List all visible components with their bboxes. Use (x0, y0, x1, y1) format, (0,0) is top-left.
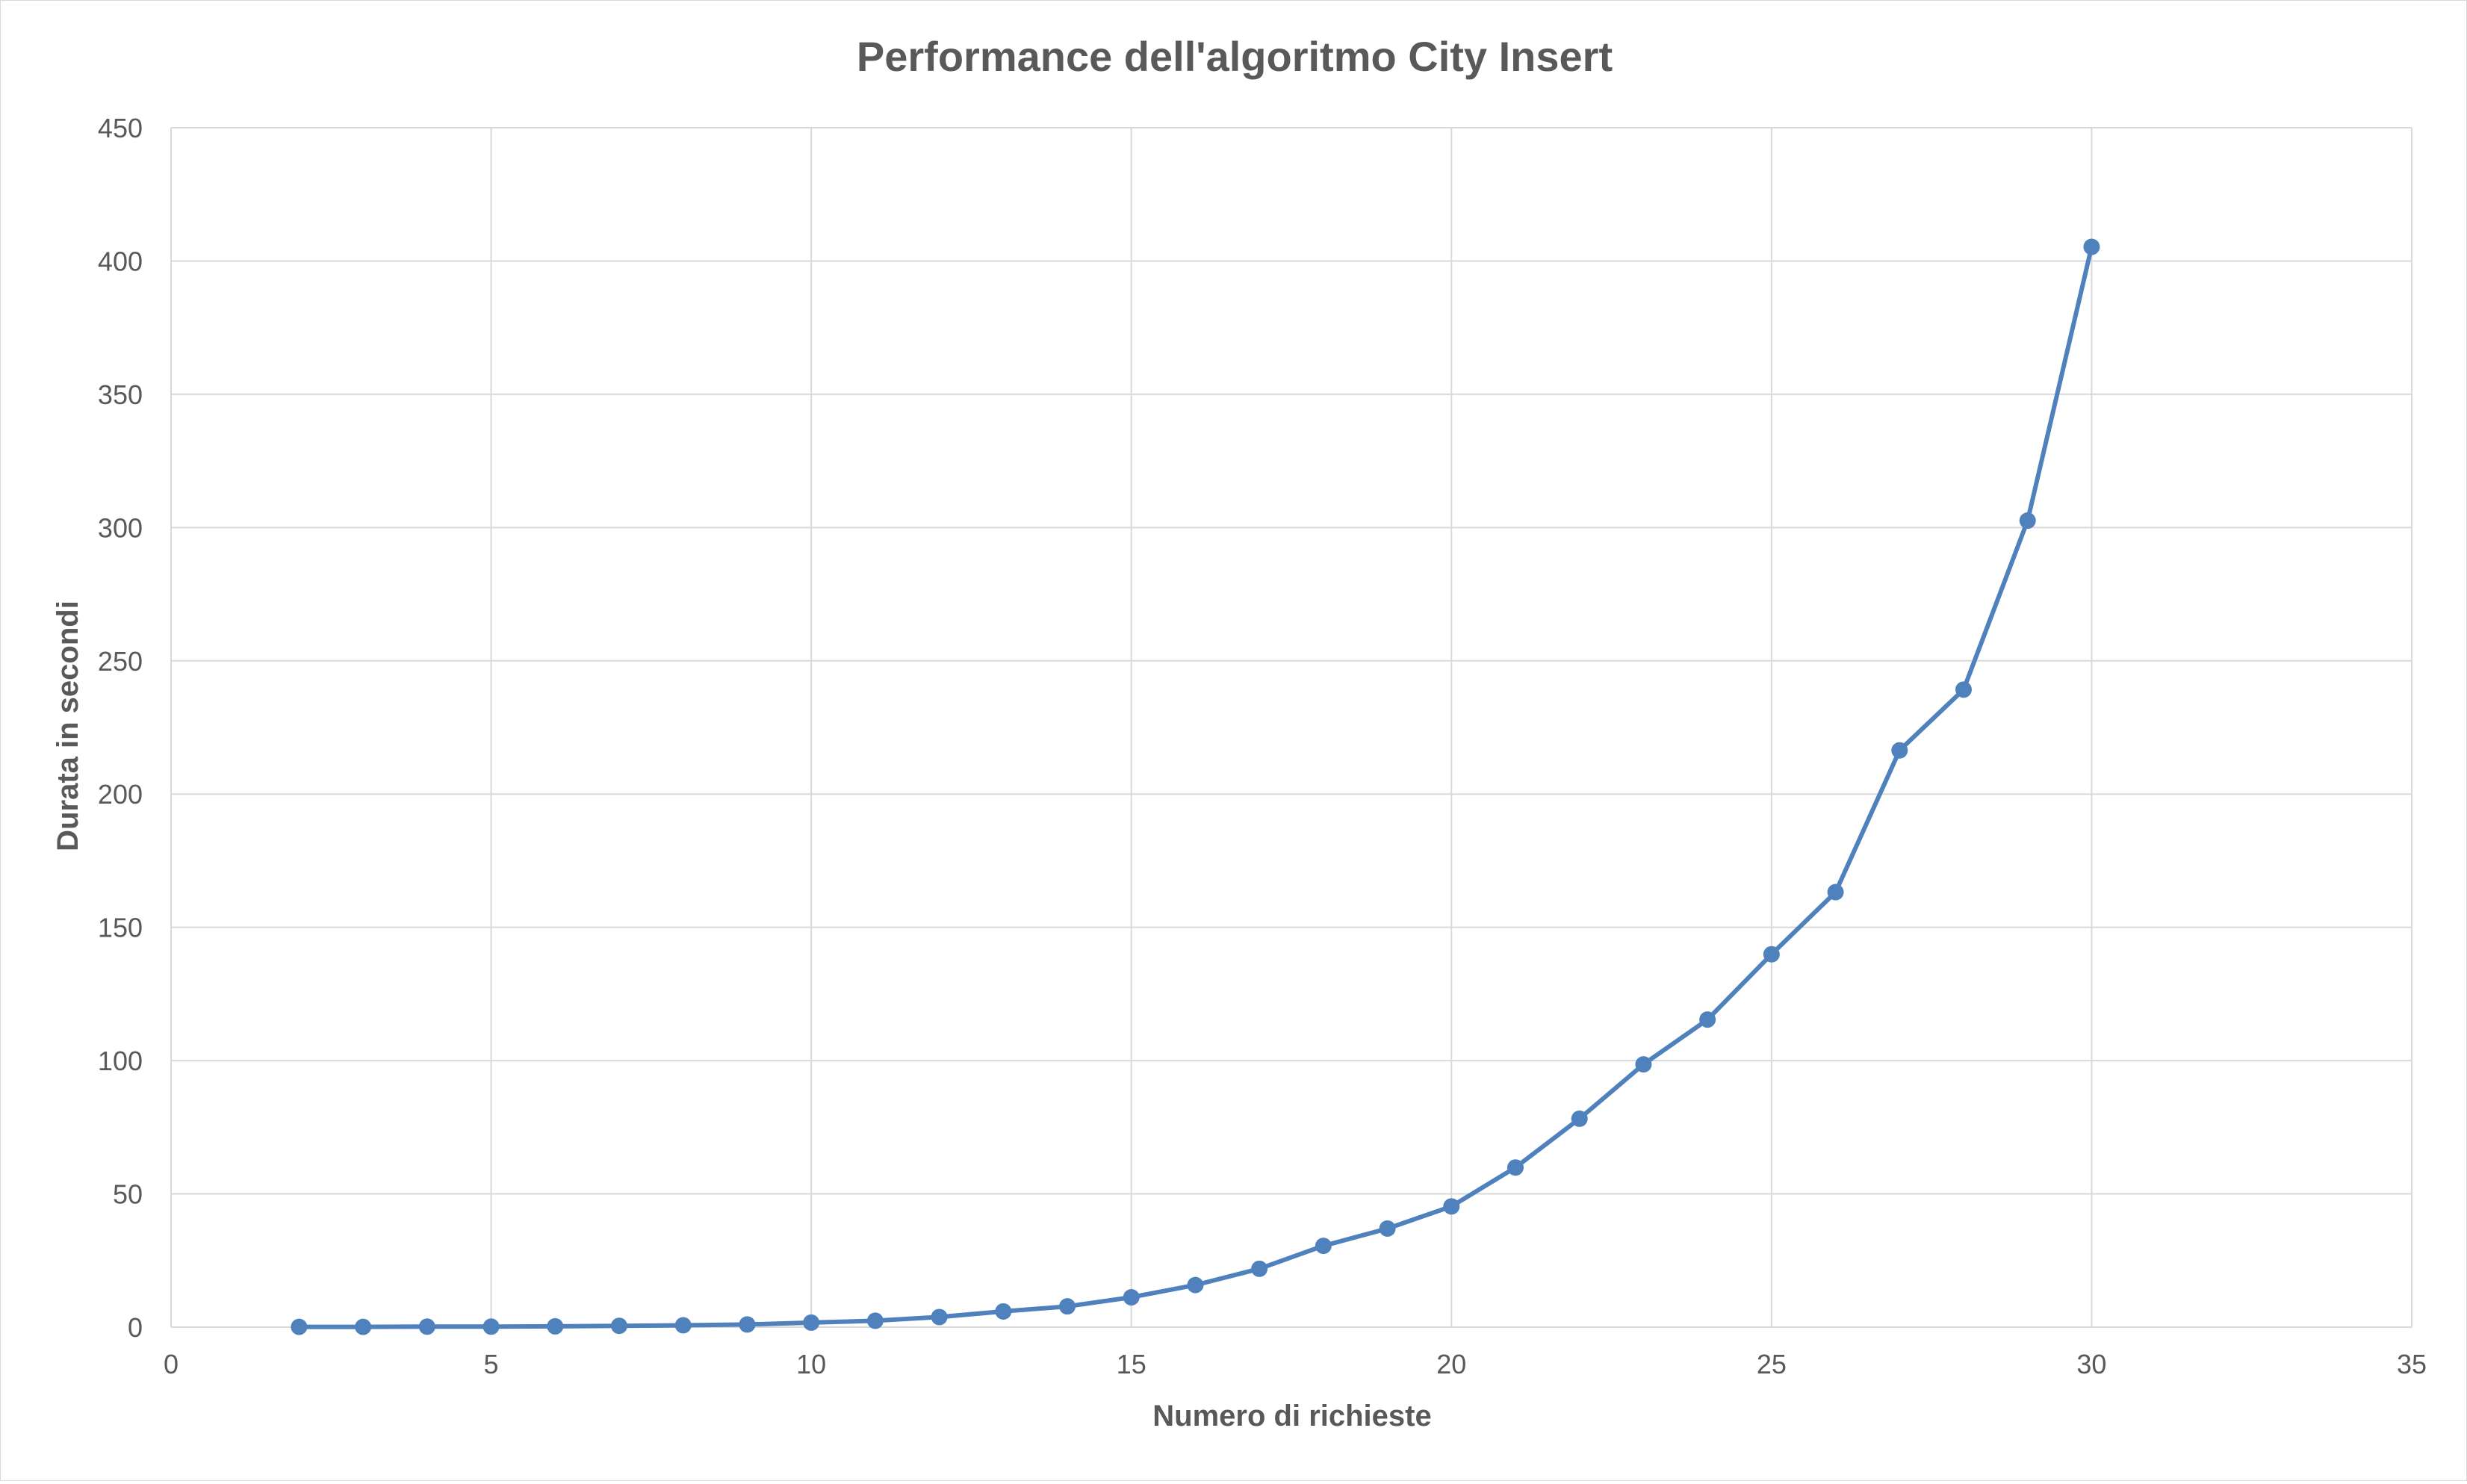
data-point (674, 1317, 692, 1334)
data-point (1827, 884, 1844, 901)
data-point (547, 1317, 564, 1335)
data-point (2083, 238, 2100, 255)
data-point (931, 1308, 948, 1326)
y-tick-label: 200 (98, 779, 143, 810)
grid-layer (170, 127, 2412, 1328)
data-point (1059, 1298, 1076, 1315)
data-point (611, 1317, 627, 1335)
data-point (2019, 512, 2036, 530)
data-point (482, 1318, 500, 1335)
data-point (995, 1303, 1012, 1320)
x-axis-title: Numero di richieste (1152, 1400, 1431, 1432)
y-tick-label: 150 (98, 913, 143, 943)
tick-labels: 0 50 100 150 200 250 300 350 400 450 0 5 10 15 20 25 30 3… (98, 113, 2427, 1379)
x-tick-label: 5 (484, 1349, 499, 1379)
series-layer (291, 238, 2100, 1335)
x-tick-label: 10 (796, 1349, 826, 1379)
data-point (803, 1314, 820, 1331)
data-point (291, 1318, 308, 1335)
x-tick-label: 20 (1436, 1349, 1466, 1379)
y-tick-label: 50 (113, 1179, 143, 1210)
y-tick-label: 300 (98, 512, 143, 543)
data-point (1635, 1056, 1652, 1073)
chart-title: Performance dell'algoritmo City Insert (857, 33, 1613, 80)
data-point (1443, 1198, 1460, 1215)
data-point (739, 1316, 756, 1333)
data-point (1507, 1159, 1524, 1176)
x-tick-label: 0 (164, 1349, 179, 1379)
x-tick-label: 35 (2397, 1349, 2427, 1379)
x-tick-label: 30 (2076, 1349, 2106, 1379)
data-point (1315, 1238, 1332, 1255)
y-tick-label: 450 (98, 113, 143, 143)
data-point (355, 1318, 372, 1335)
data-point (1891, 742, 1908, 759)
data-point (1251, 1260, 1268, 1277)
y-tick-label: 350 (98, 379, 143, 410)
data-point (1187, 1276, 1204, 1294)
series-line (299, 246, 2094, 1329)
y-tick-label: 0 (128, 1312, 143, 1343)
y-tick-label: 400 (98, 246, 143, 276)
data-point (866, 1312, 884, 1329)
data-point (1699, 1011, 1716, 1028)
y-axis-title: Durata in secondi (52, 600, 84, 851)
data-point (418, 1318, 435, 1335)
data-point (1123, 1289, 1140, 1306)
data-point (1955, 681, 1972, 698)
data-point (1379, 1220, 1396, 1237)
data-point (1571, 1110, 1588, 1127)
x-tick-label: 25 (1757, 1349, 1787, 1379)
y-tick-label: 100 (98, 1046, 143, 1076)
x-tick-label: 15 (1117, 1349, 1146, 1379)
data-point (1763, 946, 1780, 963)
y-tick-label: 250 (98, 646, 143, 677)
